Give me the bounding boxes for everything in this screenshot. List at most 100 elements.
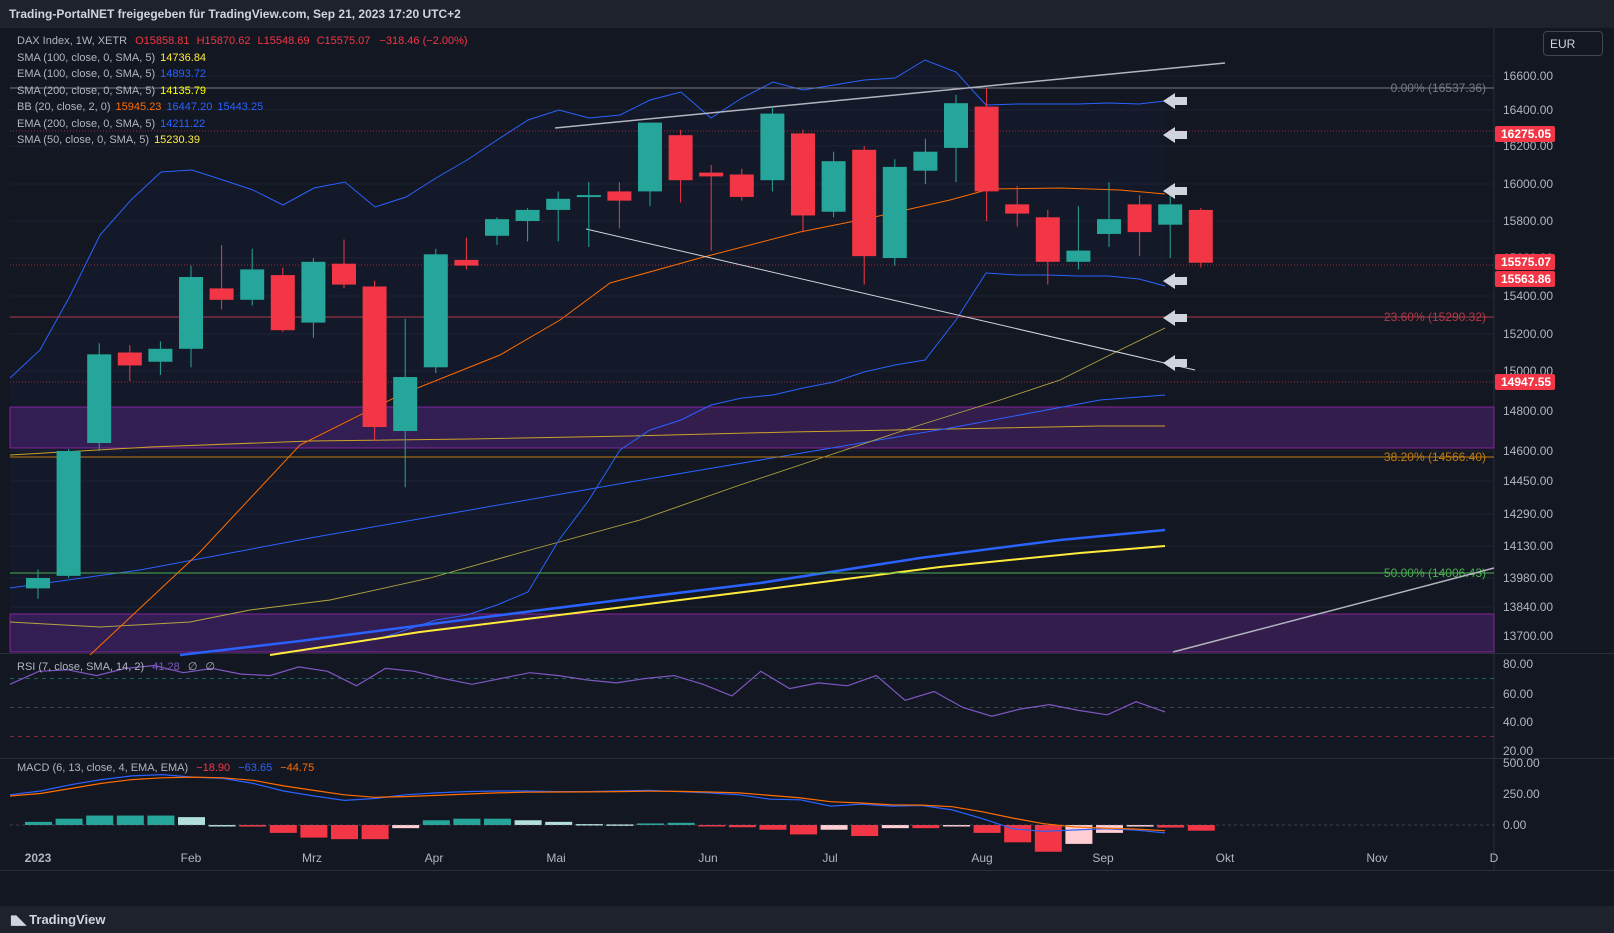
price-badge-label: 15575.07 [1501, 255, 1551, 269]
study-legend-row[interactable]: BB (20, close, 2, 0) 15945.23 16447.20 1544… [17, 99, 468, 116]
macd-histogram-bar [881, 825, 909, 829]
study-label: SMA (100, close, 0, SMA, 5) [17, 51, 156, 64]
candle-body [791, 133, 815, 216]
price-tick-label: 14600.00 [1503, 444, 1553, 458]
macd-histogram-bar [1187, 825, 1215, 831]
ema-200-line [179, 528, 1166, 657]
rsi-value-0: 41.28 [152, 661, 180, 673]
price-arrows [1163, 93, 1187, 371]
bb-upper-line [9, 59, 1166, 379]
rsi-label: RSI (7, close, SMA, 14, 2) [17, 661, 145, 673]
time-tick-label: Feb [181, 851, 202, 865]
candle-body [546, 198, 571, 210]
chart-header: Trading-PortalNET freigegeben für Tradin… [0, 0, 1614, 28]
macd-value-0: −18.90 [196, 762, 231, 774]
price-badge-label: 14947.55 [1501, 375, 1551, 389]
macd-value-1: −63.65 [238, 762, 273, 774]
rsi-tick-label: 40.00 [1503, 715, 1533, 729]
candles [26, 87, 1213, 599]
time-tick-label: Mai [546, 851, 565, 865]
fib-label: 0.00% (16537.36) [1391, 81, 1486, 95]
price-tick-label: 14130.00 [1503, 539, 1553, 553]
macd-histogram-bar [484, 818, 511, 825]
price-badge-label: 15563.86 [1501, 272, 1551, 286]
rsi-value-2: ∅ [205, 661, 216, 673]
time-tick-label: Nov [1366, 851, 1387, 865]
open-value: O15858.81 [135, 35, 190, 47]
study-legend-row[interactable]: EMA (100, close, 0, SMA, 5) 14893.72 [17, 66, 468, 83]
lower-trend-line [585, 228, 1196, 371]
main-legend: DAX Index, 1W, XETR O15858.81 H15870.62 … [17, 33, 468, 149]
candle-body [209, 288, 234, 300]
candle-body [1188, 209, 1213, 263]
study-label: EMA (200, close, 0, SMA, 5) [17, 117, 156, 130]
price-badge [1495, 254, 1555, 270]
study-value: 15443.25 [217, 101, 264, 113]
candle-body [270, 275, 295, 331]
candle-body [974, 106, 999, 192]
macd-histogram-bar [637, 823, 664, 825]
macd-histogram-bar [728, 825, 756, 828]
macd-histogram-bar [851, 825, 879, 837]
macd-histogram-bar [514, 820, 542, 825]
arrow-left-icon [1163, 310, 1187, 326]
candle-body [454, 259, 479, 266]
low-value: L15548.69 [257, 35, 310, 47]
macd-signal-line [9, 776, 1166, 832]
study-legend-row[interactable]: SMA (50, close, 0, SMA, 5) 15230.39 [17, 132, 468, 149]
candle-body [760, 113, 785, 181]
macd-histogram-bar [667, 822, 695, 825]
price-tick-label: 15200.00 [1503, 327, 1553, 341]
candle-body [1005, 204, 1030, 214]
currency-button[interactable]: EUR [1543, 31, 1603, 56]
macd-histogram-bar [86, 815, 114, 825]
price-tick-label: 13700.00 [1503, 629, 1553, 643]
macd-histogram-bar [361, 825, 389, 840]
macd-tick-label: 250.00 [1503, 787, 1540, 801]
time-tick-label: Mrz [302, 851, 322, 865]
bb-basis-line [89, 187, 1166, 656]
study-legend-row[interactable]: SMA (200, close, 0, SMA, 5) 14135.79 [17, 83, 468, 100]
study-value: 14893.72 [160, 68, 207, 80]
fib-label: 38.20% (14566.40) [1384, 450, 1486, 464]
macd-histogram-bar [790, 825, 817, 835]
macd-histogram-bar [912, 825, 940, 829]
price-tick-label: 15800.00 [1503, 214, 1553, 228]
candle-body [117, 352, 142, 366]
arrow-left-icon [1163, 355, 1187, 371]
price-tick-label: 16600.00 [1503, 69, 1553, 83]
macd-histogram-bar [269, 825, 297, 833]
high-value: H15870.62 [196, 35, 251, 47]
candle-body [729, 174, 754, 197]
macd-histogram-bar [1126, 825, 1154, 827]
price-tick-label: 14450.00 [1503, 474, 1553, 488]
price-tick-label: 14290.00 [1503, 507, 1553, 521]
sma-100-line [9, 425, 1165, 456]
candle-body [882, 166, 907, 258]
study-legend-row[interactable]: SMA (100, close, 0, SMA, 5) 14736.84 [17, 50, 468, 67]
symbol-label: DAX Index, 1W, XETR [17, 35, 128, 47]
macd-legend[interactable]: MACD (6, 13, close, 4, EMA, EMA) −18.90 … [17, 760, 314, 777]
rising-trend-line [1172, 567, 1495, 653]
rsi-line [9, 664, 1166, 717]
arrow-left-icon [1163, 183, 1187, 199]
study-value: 15230.39 [154, 134, 200, 146]
macd-histogram-bar [422, 820, 450, 825]
macd-histogram-bar [178, 817, 205, 825]
price-tick-label: 15400.00 [1503, 289, 1553, 303]
study-legend-row[interactable]: EMA (200, close, 0, SMA, 5) 14211.22 [17, 116, 468, 133]
price-badge [1495, 374, 1555, 390]
study-value: 15945.23 [115, 101, 162, 113]
macd-histogram-bar [1157, 825, 1185, 828]
main-legend-row[interactable]: DAX Index, 1W, XETR O15858.81 H15870.62 … [17, 33, 468, 50]
rsi-legend[interactable]: RSI (7, close, SMA, 14, 2) 41.28 ∅ ∅ [17, 659, 215, 676]
arrow-left-icon [1163, 93, 1187, 109]
price-tick-label: 13980.00 [1503, 571, 1553, 585]
price-axis: 16600.00 16400.00 16200.00 16000.00 15800.00… [1495, 69, 1555, 643]
study-value: 16447.20 [166, 101, 213, 113]
macd-histogram-bar [820, 825, 848, 830]
candle-body [1066, 250, 1091, 262]
study-value: 14736.84 [160, 51, 207, 64]
macd-histogram-bar [147, 815, 175, 825]
